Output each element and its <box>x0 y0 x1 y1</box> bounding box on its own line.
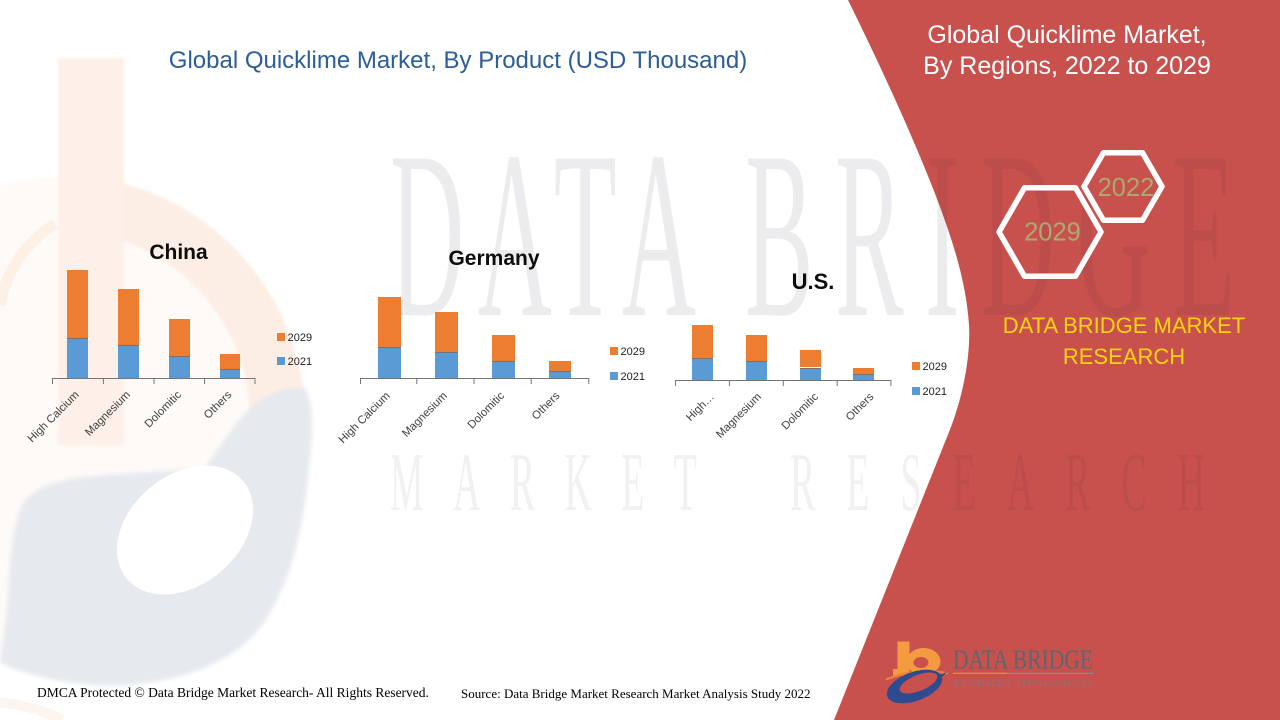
svg-text:MARKET RESEARCH: MARKET RESEARCH <box>953 679 1092 688</box>
svg-text:MARKET: MARKET <box>390 436 697 529</box>
svg-text:DATA BRIDGE: DATA BRIDGE <box>953 645 1093 675</box>
svg-text:2029: 2029 <box>1024 219 1081 247</box>
svg-text:2022: 2022 <box>1098 174 1155 202</box>
